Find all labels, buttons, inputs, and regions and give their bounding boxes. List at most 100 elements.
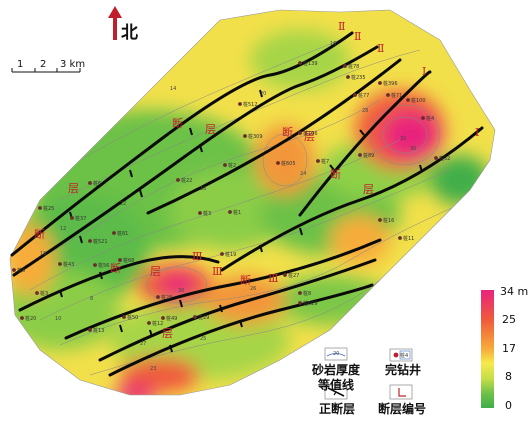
well-marker bbox=[298, 61, 302, 65]
well-marker bbox=[88, 181, 92, 185]
well-marker bbox=[88, 239, 92, 243]
well-marker bbox=[12, 268, 16, 272]
fault-line bbox=[98, 258, 377, 362]
well-label: 桩512 bbox=[243, 101, 258, 108]
well-marker bbox=[298, 291, 302, 295]
well-marker bbox=[198, 211, 202, 215]
well-marker bbox=[38, 206, 42, 210]
well-label: 桩4 bbox=[426, 115, 434, 122]
fault-name: 层 bbox=[150, 265, 161, 278]
well-label: 桩396 bbox=[383, 80, 398, 87]
well-marker bbox=[122, 315, 126, 319]
well-marker bbox=[58, 262, 62, 266]
legend-fault-label: 正断层 bbox=[318, 402, 355, 416]
fault-id: Ⅱ bbox=[354, 30, 361, 43]
well-label: 桩27 bbox=[288, 272, 299, 279]
fault-line bbox=[108, 283, 374, 377]
contour-value-label: 14 bbox=[170, 86, 176, 92]
fault-line bbox=[64, 238, 382, 340]
well-label: 桩12 bbox=[152, 320, 163, 327]
legend-fault-id-label: 断层编号 bbox=[377, 402, 426, 416]
well-label: 桩3 bbox=[40, 290, 48, 297]
contour-value-label: 12 bbox=[60, 226, 66, 232]
fault-name: 层 bbox=[162, 327, 173, 340]
well-marker bbox=[112, 231, 116, 235]
well-label: 桩2 bbox=[228, 162, 236, 169]
fault-id: Ⅰ bbox=[475, 126, 479, 139]
well-marker bbox=[20, 316, 24, 320]
well-label: 桩68 bbox=[123, 257, 134, 264]
well-label: 桩25 bbox=[43, 205, 54, 212]
well-marker bbox=[298, 301, 302, 305]
well-label: 桩629 bbox=[303, 300, 318, 307]
well-marker bbox=[176, 178, 180, 182]
well-label: 桩1 bbox=[233, 209, 241, 216]
well-label: 桩13 bbox=[93, 327, 104, 334]
well-label: 桩16 bbox=[383, 217, 394, 224]
fault-name: 层 bbox=[205, 123, 216, 136]
fault-id-labels: Ⅱ Ⅱ Ⅱ Ⅰ Ⅰ Ⅲ Ⅲ Ⅲ bbox=[192, 20, 479, 285]
well-label: 桩100 bbox=[411, 97, 426, 104]
well-marker bbox=[398, 236, 402, 240]
well-marker bbox=[228, 210, 232, 214]
colorbar-top-label: 34 m bbox=[500, 285, 529, 298]
fault-id: Ⅱ bbox=[338, 20, 345, 33]
well-marker bbox=[283, 273, 287, 277]
fault-name: 断 bbox=[34, 227, 45, 241]
contour-value-label: 22 bbox=[120, 201, 126, 207]
well-label: 桩521 bbox=[93, 238, 108, 245]
fault-line bbox=[10, 31, 354, 257]
well-marker bbox=[378, 218, 382, 222]
well-label: 桩78 bbox=[348, 63, 359, 70]
well-label: 桩32 bbox=[439, 155, 450, 162]
well-label: 桩81 bbox=[117, 230, 128, 237]
contour-value-label: 28 bbox=[362, 108, 368, 114]
contour-value-label: 30 bbox=[178, 288, 184, 294]
legend-contour-sample: 20 bbox=[333, 351, 339, 357]
well-marker bbox=[161, 316, 165, 320]
well-marker bbox=[298, 131, 302, 135]
contour-value-label: 8 bbox=[90, 296, 93, 302]
contour-value-label: 23 bbox=[150, 366, 156, 372]
contour-value-label: 24 bbox=[300, 171, 306, 177]
north-arrow-icon bbox=[108, 6, 122, 40]
normal-faults bbox=[10, 31, 484, 377]
well-label: 桩50 bbox=[127, 314, 138, 321]
well-marker bbox=[88, 328, 92, 332]
well-marker bbox=[70, 216, 74, 220]
well-marker bbox=[156, 295, 160, 299]
legend-well-sample: 桩4 bbox=[400, 352, 408, 359]
contour-value-label: 32 bbox=[400, 136, 406, 142]
fault-line bbox=[146, 58, 402, 215]
fault-line bbox=[298, 70, 432, 217]
well-marker bbox=[243, 134, 247, 138]
well-label: 桩8 bbox=[303, 290, 311, 297]
well-marker bbox=[353, 93, 357, 97]
well-marker bbox=[358, 153, 362, 157]
colorbar-tick-label: 0 bbox=[505, 399, 512, 412]
well-label: 桩71 bbox=[391, 92, 402, 99]
well-label: 桩20 bbox=[25, 315, 36, 322]
well-marker bbox=[93, 263, 97, 267]
well-label: 桩235 bbox=[351, 74, 366, 81]
study-area-outline bbox=[9, 9, 496, 396]
legend-contour-label: 砂岩厚度 等值线 bbox=[311, 363, 360, 392]
well-marker bbox=[343, 64, 347, 68]
well-label: 桩28 bbox=[161, 294, 172, 301]
scale-tick-label: 1 bbox=[17, 59, 23, 70]
fault-line bbox=[12, 45, 379, 277]
well-label: 桩19 bbox=[225, 251, 236, 258]
colorbar-tick-label: 8 bbox=[505, 370, 512, 383]
fault-name: 断 bbox=[172, 116, 183, 130]
fault-ticks bbox=[59, 89, 423, 353]
north-label: 北 bbox=[121, 23, 138, 43]
fault-name: 层 bbox=[68, 182, 79, 195]
well-label: 桩6 bbox=[93, 180, 101, 187]
well-marker bbox=[421, 116, 425, 120]
contour-value-label: 16 bbox=[330, 41, 336, 47]
contour-value-label: 30 bbox=[410, 146, 416, 152]
well-marker bbox=[346, 75, 350, 79]
well-label: 桩77 bbox=[358, 92, 369, 99]
scale-tick-label: 2 bbox=[40, 59, 46, 70]
